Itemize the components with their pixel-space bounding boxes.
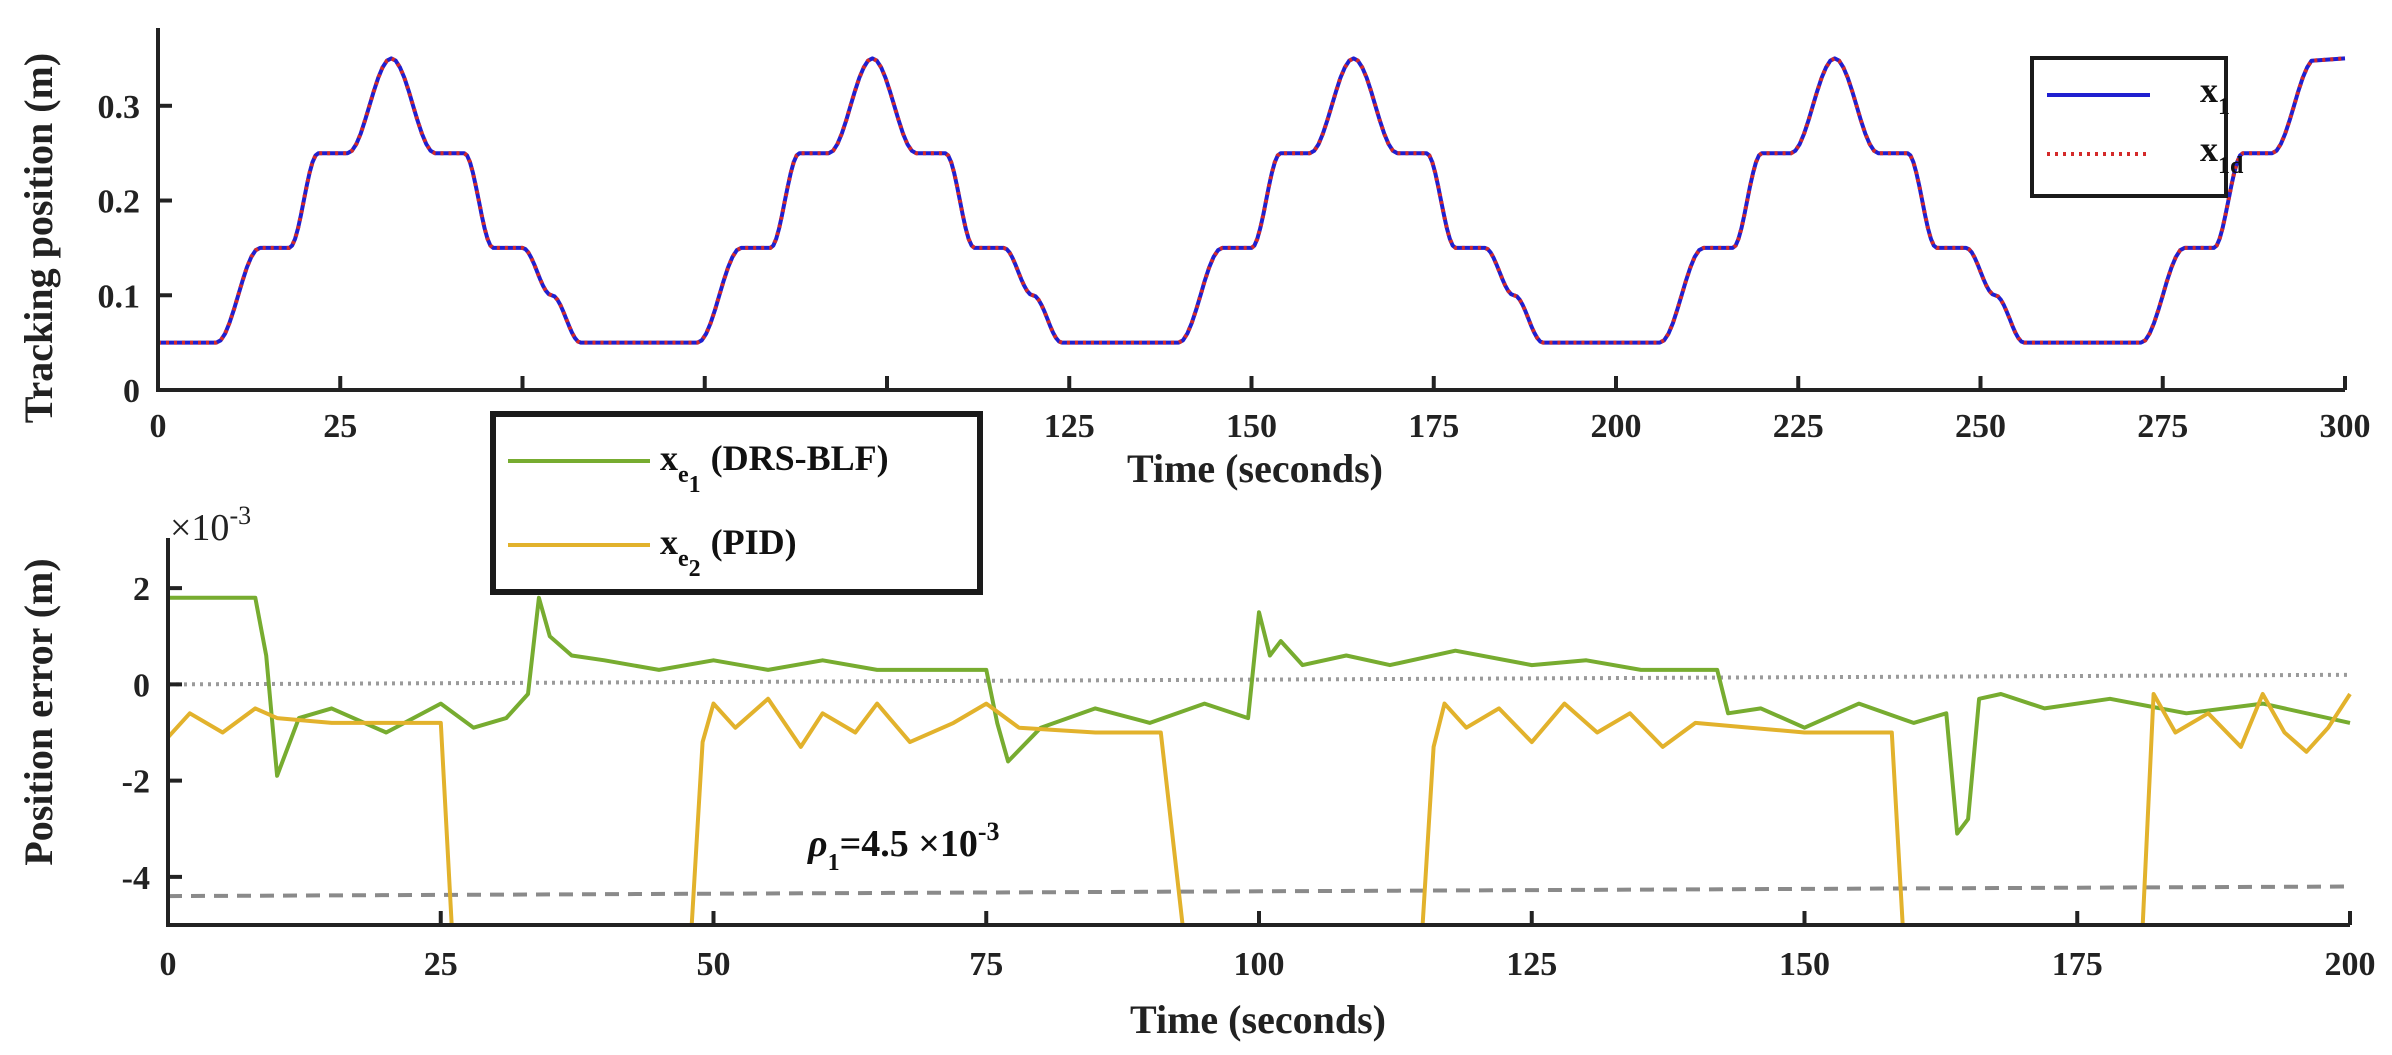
y-tick-label: 0.1 (98, 278, 141, 315)
top-plot-x-axis-label: Time (seconds) (1127, 446, 1383, 491)
bottom-plot-series (166, 595, 2352, 927)
legend-label-xe1-rest: (DRS-BLF) (711, 438, 889, 478)
bottom-plot-axes (166, 538, 2352, 927)
x-tick-label: 150 (1226, 408, 1277, 445)
x-tick-label: 175 (1408, 408, 1459, 445)
x-tick-label: 25 (323, 408, 357, 445)
legend-label-xe2-subsub: 2 (689, 556, 701, 582)
rho-text: =4.5 ×10 (840, 823, 978, 865)
x-tick-label: 125 (1044, 408, 1095, 445)
y-scale-base: ×10 (170, 507, 229, 549)
y-tick-label: -4 (122, 860, 150, 897)
rho-sub: 1 (828, 850, 840, 876)
series-line-x-1 (158, 56, 2346, 345)
top-plot-x-tick-labels: 0255075100125150175200225250275300 (150, 408, 2371, 445)
legend-label-x1-sub: 1 (2218, 94, 2230, 120)
series-line-x-e1-drs-blf- (168, 595, 2351, 836)
bottom-plot-y-tick-labels: 2 0 -2 -4 (122, 571, 150, 897)
bottom-plot-legend: xe1(DRS-BLF) xe2(PID) (490, 411, 983, 595)
y-tick-label: 0.2 (98, 184, 141, 221)
y-tick-label: -2 (122, 764, 150, 801)
position-error-plot: 0 25 50 75 100 125 150 175 200 20-2-4 Time (seco… (16, 411, 2376, 1042)
legend-label-xe1-subsub: 1 (689, 472, 701, 498)
x-tick-label: 125 (1506, 946, 1557, 983)
x-tick-label: 75 (969, 946, 1003, 983)
x-tick-label: 50 (697, 946, 731, 983)
x-tick-label: 250 (1955, 408, 2006, 445)
y-tick-label: 0 (133, 667, 150, 704)
top-legend-box (2030, 56, 2228, 198)
y-scale-exponent: -3 (229, 501, 251, 530)
rho-exponent: -3 (978, 817, 1000, 846)
legend-label-xe2-rest: (PID) (711, 522, 797, 562)
rho-symbol: ρ (807, 823, 828, 865)
x-tick-label: 0 (150, 408, 167, 445)
tracking-position-plot: 0255075100125150175200225250275300 00.10… (16, 28, 2371, 491)
series-line-x-1d (158, 56, 2346, 345)
rho-annotation: ρ1=4.5 ×10-3 (807, 817, 1000, 876)
legend-label-x1d: x1d (2200, 129, 2244, 179)
y-tick-label: 0.3 (98, 89, 141, 126)
x-tick-label: 200 (2325, 946, 2376, 983)
legend-label-x1d-sub: 1d (2218, 153, 2244, 179)
x-tick-label: 200 (1591, 408, 1642, 445)
x-tick-label: 150 (1779, 946, 1830, 983)
y-tick-label: 2 (133, 571, 150, 608)
bottom-plot-x-axis-label: Time (seconds) (1130, 997, 1386, 1042)
legend-label-xe1-sub: e (678, 462, 689, 488)
legend-label-x1: x1 (2200, 70, 2230, 120)
top-plot-y-axis-label: Tracking position (m) (16, 53, 61, 423)
bottom-plot-x-tick-labels: 0 25 50 75 100 125 150 175 200 (160, 946, 2376, 983)
legend-label-xe1-main: x (660, 438, 678, 478)
legend-label-x1-main: x (2200, 70, 2218, 110)
bottom-legend-box (490, 411, 983, 595)
bottom-plot-y-scale-label: ×10-3 (170, 501, 251, 549)
x-tick-label: 275 (2137, 408, 2188, 445)
legend-label-xe2-sub: e (678, 546, 689, 572)
x-tick-label: 300 (2320, 408, 2371, 445)
bottom-plot-ref-lines (167, 672, 2351, 899)
x-tick-label: 225 (1773, 408, 1824, 445)
top-plot-axes (156, 28, 2347, 392)
top-plot-legend: x1 x1d (2030, 56, 2244, 198)
top-plot-y-tick-labels: 0 0.1 0.2 0.3 (98, 89, 141, 410)
bottom-plot-y-axis-label: Position error (m) (16, 558, 61, 865)
x-tick-label: 25 (424, 946, 458, 983)
x-tick-label: 0 (160, 946, 177, 983)
x-tick-label: 175 (2052, 946, 2103, 983)
legend-label-xe2-main: x (660, 522, 678, 562)
x-tick-label: 100 (1234, 946, 1285, 983)
legend-label-xe1: xe1 (DRS-BLF) (660, 438, 889, 498)
legend-label-xe2: xe2 (PID) (660, 522, 797, 582)
y-tick-label: 0 (123, 373, 140, 410)
legend-label-x1d-main: x (2200, 129, 2218, 169)
rho-bound-line (167, 884, 2351, 899)
top-plot-series (158, 56, 2346, 345)
zero-ref-line (167, 672, 2351, 687)
